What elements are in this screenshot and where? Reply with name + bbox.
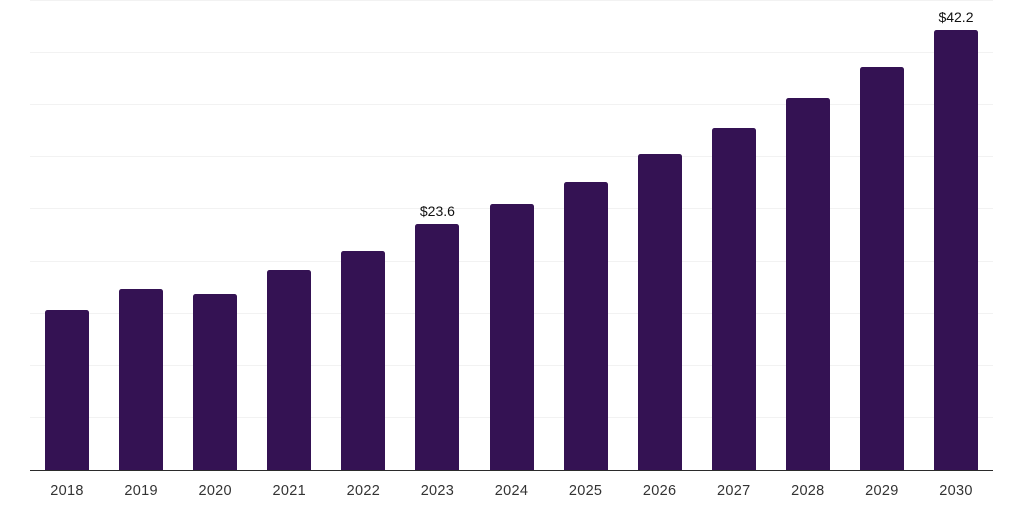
x-tick-label-2024: 2024 bbox=[494, 483, 529, 499]
x-tick-label-2029: 2029 bbox=[865, 483, 899, 499]
bar-2024 bbox=[489, 204, 534, 470]
bar-2023 bbox=[415, 224, 460, 470]
x-tick-label-2030: 2030 bbox=[939, 483, 973, 499]
x-axis-line bbox=[30, 469, 993, 471]
bar-slot-2025 bbox=[549, 1, 623, 470]
x-tick-label-2028: 2028 bbox=[791, 483, 825, 499]
bar-slot-2024 bbox=[474, 1, 548, 470]
bar-2022 bbox=[341, 251, 386, 470]
gridline-30 bbox=[30, 156, 993, 158]
bar-2018 bbox=[45, 309, 90, 470]
x-tick-label-2027: 2027 bbox=[717, 483, 751, 499]
gridline-40 bbox=[30, 52, 993, 54]
bar-slot-2021 bbox=[252, 1, 326, 470]
data-label-2030: $42.2 bbox=[938, 9, 974, 26]
bar-slot-2027 bbox=[697, 1, 771, 470]
bars-layer: $23.6 $42.2 bbox=[30, 1, 993, 470]
bar-slot-2026 bbox=[623, 1, 697, 470]
x-axis-tick-labels: 2018 2019 2020 2021 2022 2023 2024 2025 2026 2027… bbox=[30, 483, 993, 499]
bar-2026 bbox=[637, 154, 682, 470]
bar-slot-2029 bbox=[845, 1, 919, 470]
x-tick-label-2019: 2019 bbox=[124, 483, 158, 499]
x-tick-label-2018: 2018 bbox=[50, 483, 84, 499]
bar-2025 bbox=[563, 182, 608, 470]
plot-area: $23.6 $42.2 bbox=[30, 0, 993, 471]
bar-slot-2020 bbox=[178, 1, 252, 470]
x-tick-label-2023: 2023 bbox=[420, 483, 455, 499]
bar-2030 bbox=[933, 30, 978, 470]
gridline-35 bbox=[30, 104, 993, 106]
bar-2019 bbox=[119, 288, 164, 470]
bar-2020 bbox=[193, 293, 238, 470]
data-label-2023: $23.6 bbox=[419, 203, 455, 220]
bar-slot-2019 bbox=[104, 1, 178, 470]
x-tick-label-2022: 2022 bbox=[346, 483, 381, 499]
bar-2028 bbox=[785, 97, 830, 470]
bar-2027 bbox=[711, 128, 756, 470]
gridline-45 bbox=[30, 0, 993, 1]
x-tick-label-2021: 2021 bbox=[272, 483, 306, 499]
x-tick-label-2026: 2026 bbox=[642, 483, 677, 499]
x-tick-label-2025: 2025 bbox=[568, 483, 603, 499]
bar-slot-2018 bbox=[30, 1, 104, 470]
bar-slot-2022 bbox=[326, 1, 400, 470]
bar-slot-2028 bbox=[771, 1, 845, 470]
bar-slot-2023: $23.6 bbox=[400, 1, 474, 470]
x-tick-label-2020: 2020 bbox=[198, 483, 232, 499]
bar-2021 bbox=[267, 269, 312, 470]
bar-2029 bbox=[859, 66, 904, 470]
bar-slot-2030: $42.2 bbox=[919, 1, 993, 470]
